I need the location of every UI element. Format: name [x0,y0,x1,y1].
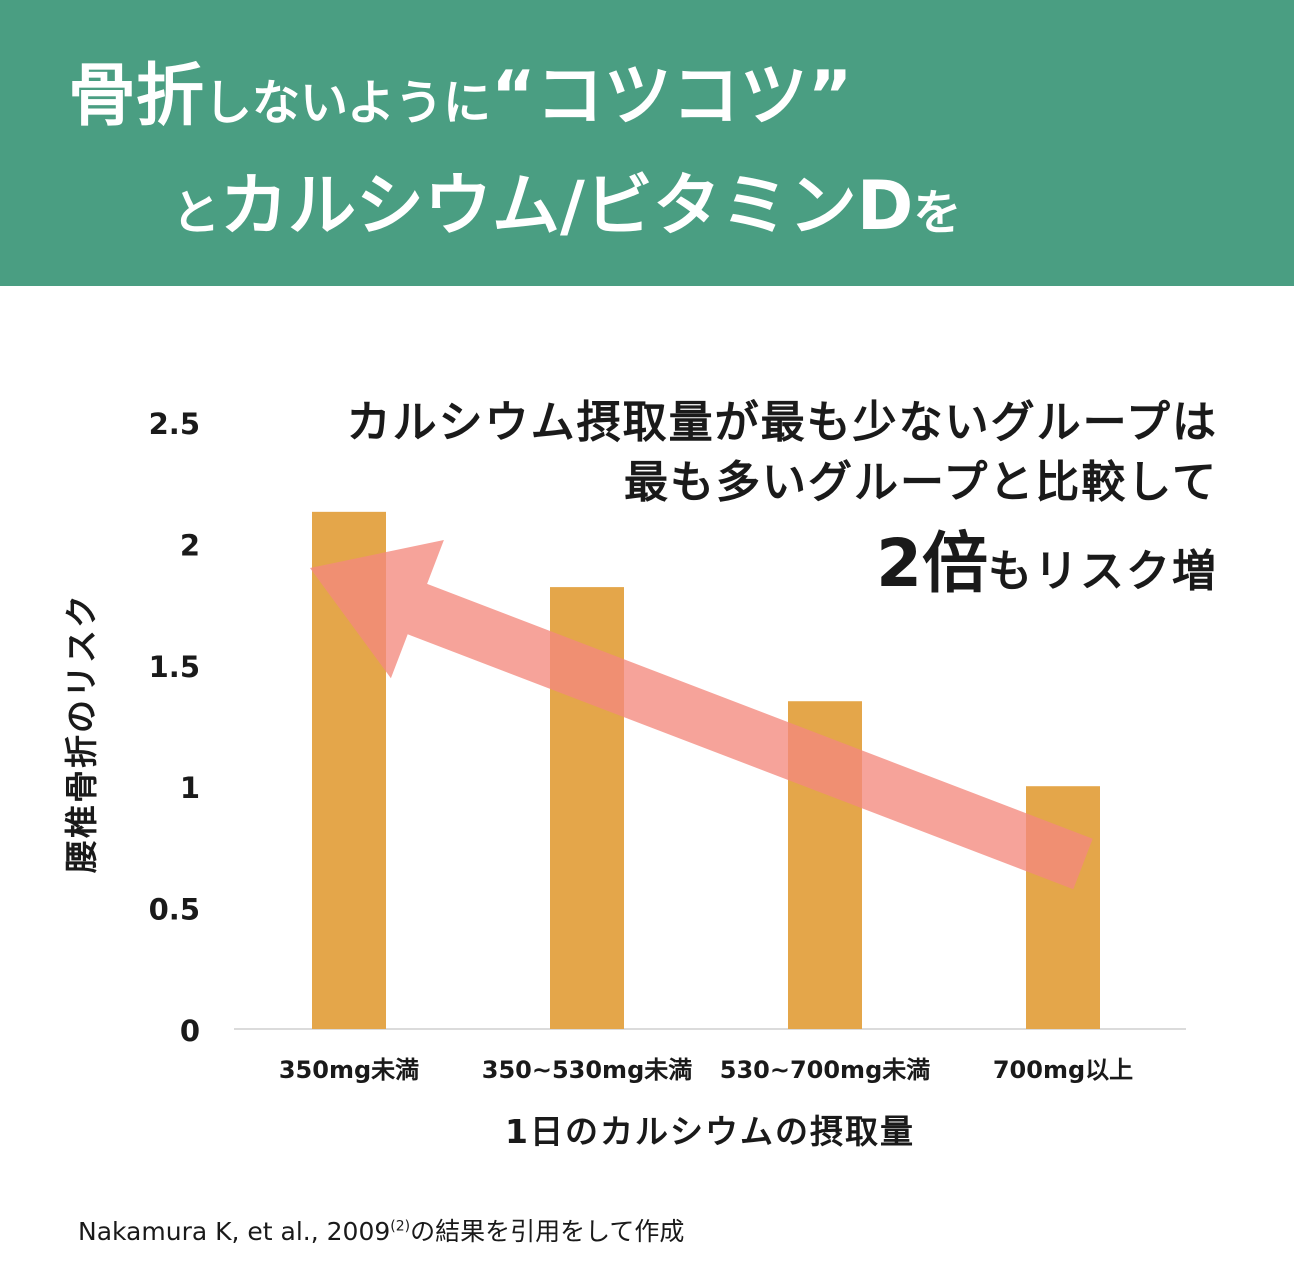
headline-line-1: 骨折しないように“コツコツ” [68,40,852,139]
trend-arrow [310,540,1093,890]
callout-line-3-rest: もリスク増 [988,546,1218,597]
y-tick-label: 1 [180,771,200,805]
x-tick-label: 530~700mg未満 [720,1056,931,1084]
source-text: Nakamura K, et al., 2009 [78,1217,391,1246]
y-tick-label: 2.5 [149,407,200,441]
x-axis-label: 1日のカルシウムの摂取量 [505,1112,915,1151]
source-text-after: の結果を引用をして作成 [410,1217,685,1246]
headline-steady: “コツコツ” [491,57,853,136]
headline-not-to: しないように [204,75,492,131]
headline-and: と [172,185,221,241]
y-axis-label: 腰椎骨折のリスク [62,593,101,873]
callout-line-3: 2倍もリスク増 [876,510,1218,606]
x-tick-label: 350~530mg未満 [482,1056,693,1084]
y-tick-label: 1.5 [149,650,200,684]
source-ref: (2) [390,1218,411,1235]
headline-fracture: 骨折 [68,57,205,136]
headline-line-2: とカルシウム/ビタミンDを [172,150,961,249]
x-tick-label: 350mg未満 [279,1056,419,1084]
headline-particle: を [913,185,962,241]
y-tick-label: 2 [180,528,200,562]
callout-line-2: 最も多いグループと比較して [623,457,1218,508]
y-tick-label: 0.5 [149,893,200,927]
headline-calcium-vitamin: カルシウム/ビタミンD [220,167,914,246]
x-tick-label: 700mg以上 [993,1056,1133,1084]
callout-line-1: カルシウム摂取量が最も少ないグループは [346,397,1218,448]
y-tick-label: 0 [180,1014,200,1048]
source-citation: Nakamura K, et al., 2009(2)の結果を引用をして作成 [78,1212,684,1248]
callout-emphasis: 2倍 [876,525,988,602]
header-banner: 骨折しないように“コツコツ” とカルシウム/ビタミンDを [0,0,1294,286]
